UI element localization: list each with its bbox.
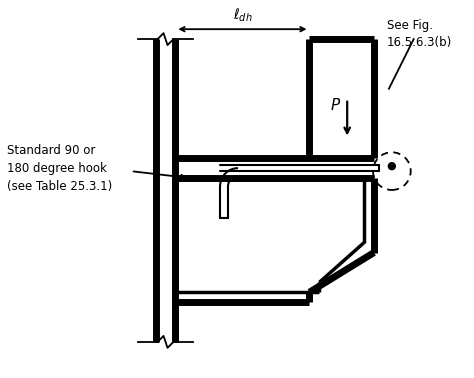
Text: See Fig.
16.5.6.3(b): See Fig. 16.5.6.3(b) (387, 19, 452, 49)
Circle shape (388, 163, 395, 170)
Text: $\ell_{dh}$: $\ell_{dh}$ (233, 7, 252, 24)
Text: Standard 90 or
180 degree hook
(see Table 25.3.1): Standard 90 or 180 degree hook (see Tabl… (7, 144, 112, 193)
Text: $P$: $P$ (330, 97, 341, 113)
